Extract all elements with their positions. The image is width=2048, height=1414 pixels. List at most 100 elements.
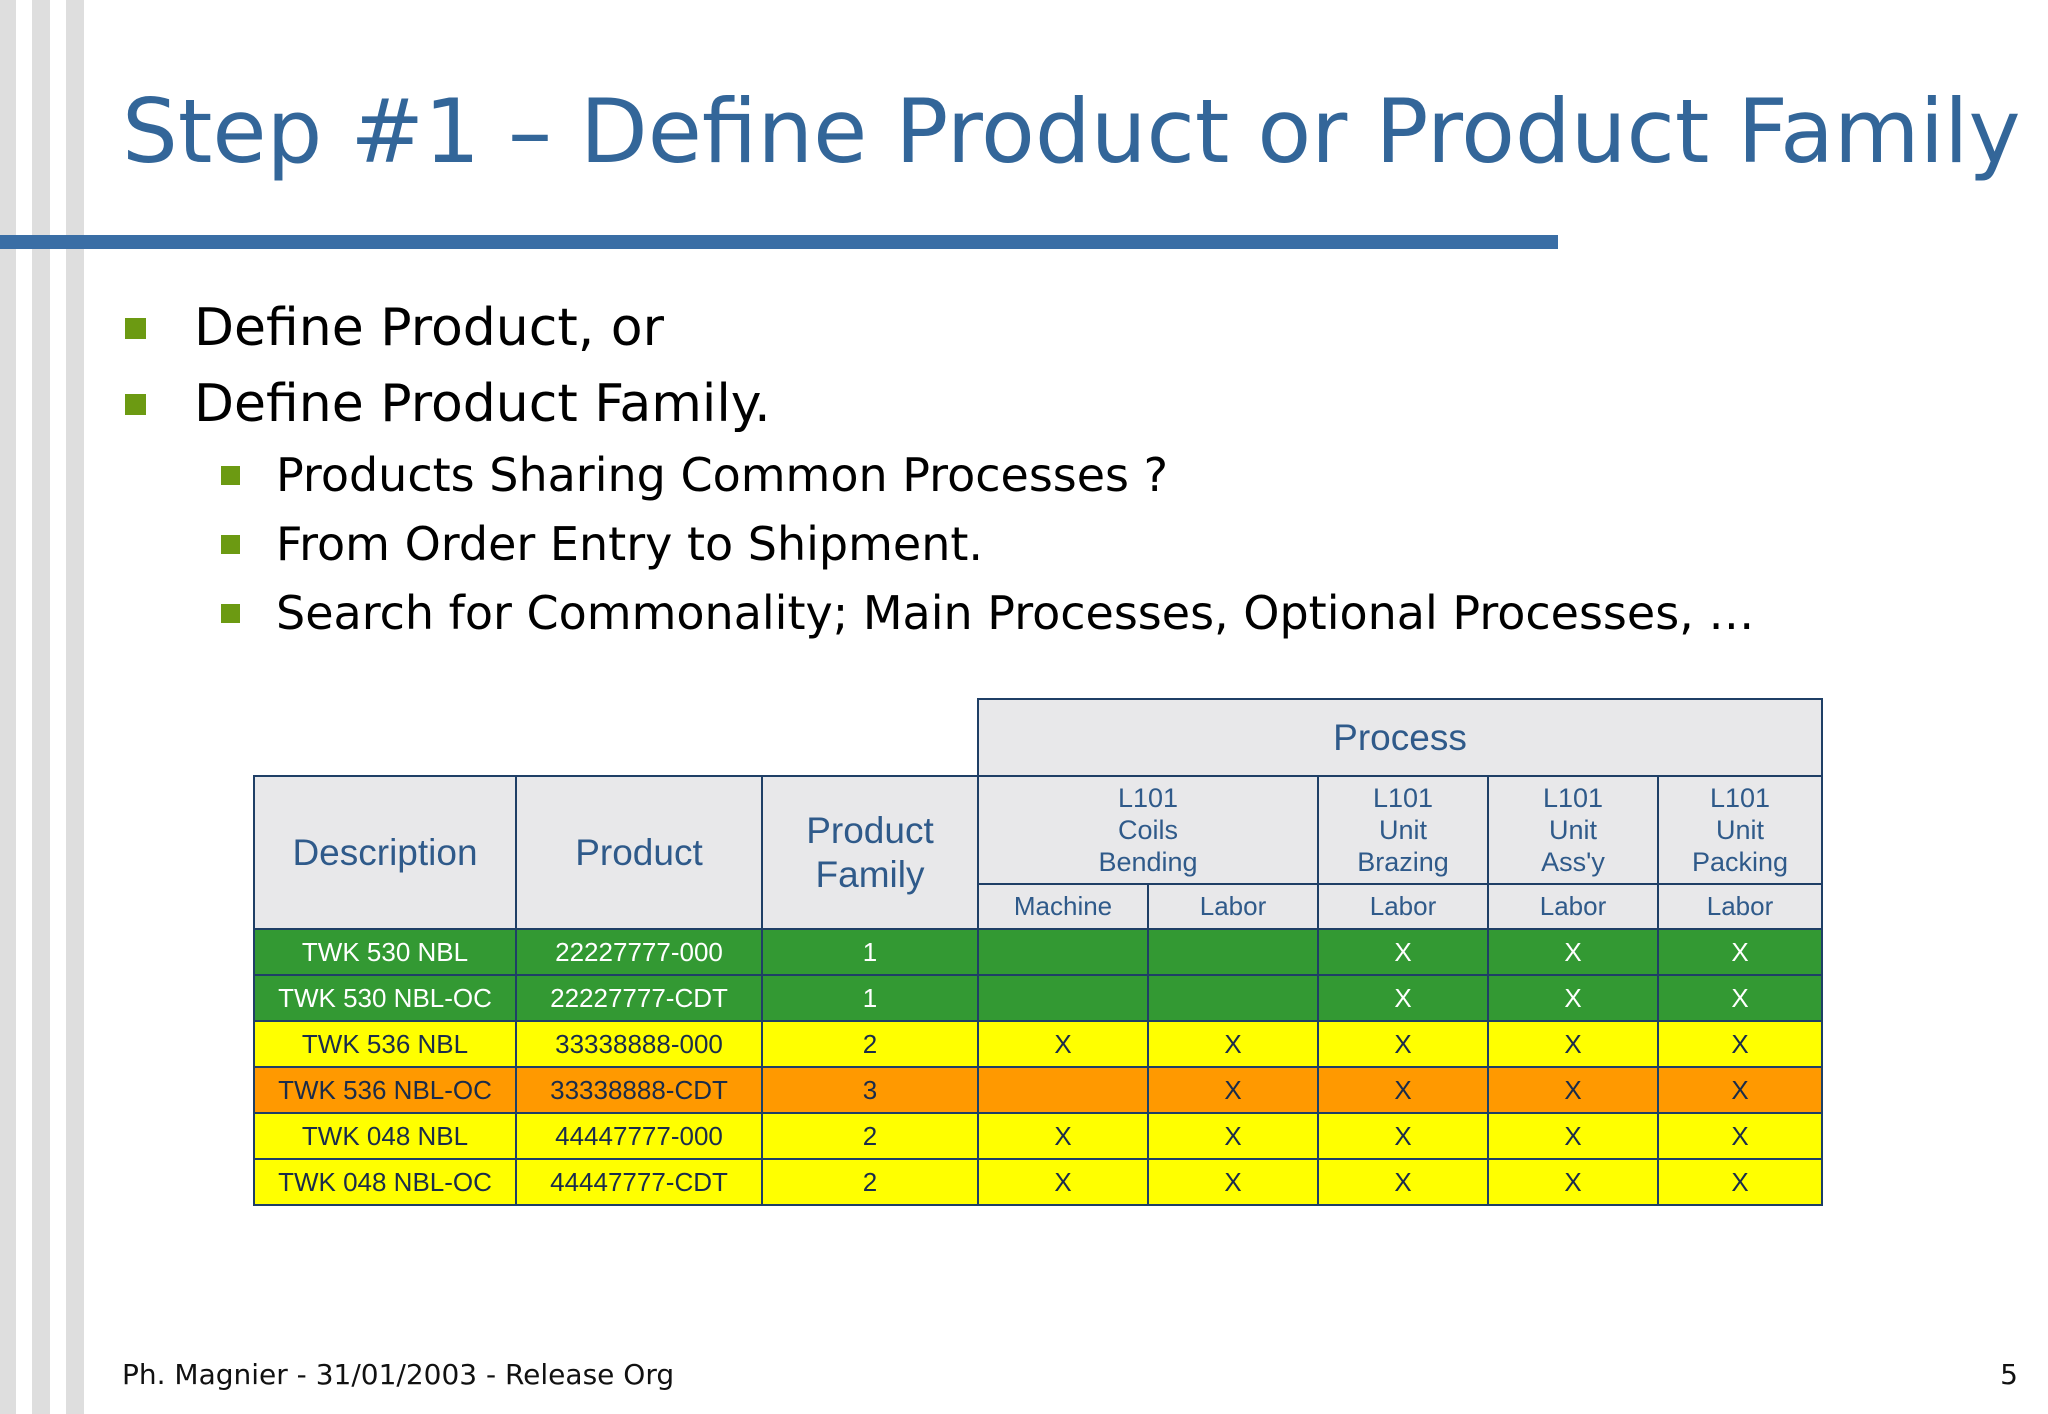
cell-family: 3 bbox=[761, 1066, 979, 1114]
header-spacer bbox=[254, 699, 978, 776]
process-group-unit-assy: L101 Unit Ass'y bbox=[1487, 775, 1659, 885]
product-process-matrix: Process Description Product Product Fami… bbox=[253, 698, 1823, 1206]
cell-mark: X bbox=[1317, 974, 1489, 1022]
cell-mark: X bbox=[1487, 1020, 1659, 1068]
cell-mark: X bbox=[1317, 928, 1489, 976]
cell-product: 22227777-000 bbox=[515, 928, 763, 976]
cell-mark: X bbox=[1317, 1158, 1489, 1206]
sub-bullet-item: Search for Commonality; Main Processes, … bbox=[221, 586, 1754, 640]
group-line: Unit bbox=[1378, 815, 1427, 845]
square-bullet-icon bbox=[221, 534, 240, 554]
square-bullet-icon bbox=[221, 603, 240, 623]
sub-bullet-text: From Order Entry to Shipment. bbox=[276, 517, 984, 571]
group-line: Ass'y bbox=[1541, 847, 1605, 877]
cell-product: 33338888-000 bbox=[515, 1020, 763, 1068]
cell-mark: X bbox=[1147, 1112, 1319, 1160]
cell-mark: X bbox=[1487, 928, 1659, 976]
cell-mark bbox=[1147, 974, 1319, 1022]
cell-family: 2 bbox=[761, 1020, 979, 1068]
col-header-product-family: Product Family bbox=[761, 775, 979, 930]
sub-bullet-text: Products Sharing Common Processes ? bbox=[276, 448, 1169, 502]
cell-mark: X bbox=[1147, 1158, 1319, 1206]
group-line: L101 bbox=[1542, 783, 1604, 813]
subheader-labor: Labor bbox=[1657, 883, 1823, 930]
group-line: Packing bbox=[1691, 847, 1789, 877]
process-group-coils-bending: L101 Coils Bending bbox=[977, 775, 1319, 885]
process-group-unit-brazing: L101 Unit Brazing bbox=[1317, 775, 1489, 885]
sub-bullet-item: From Order Entry to Shipment. bbox=[221, 517, 983, 571]
cell-mark: X bbox=[1487, 1066, 1659, 1114]
cell-mark: X bbox=[1487, 1112, 1659, 1160]
group-line: Bending bbox=[1098, 847, 1198, 877]
group-line: L101 bbox=[1372, 783, 1434, 813]
group-line: Brazing bbox=[1357, 847, 1449, 877]
cell-mark: X bbox=[1317, 1112, 1489, 1160]
cell-mark: X bbox=[1317, 1020, 1489, 1068]
col-header-product: Product bbox=[515, 775, 763, 930]
group-line: L101 bbox=[1709, 783, 1771, 813]
table-row: TWK 048 NBL 44447777-000 2 X X X X X bbox=[253, 1112, 1823, 1160]
cell-mark: X bbox=[1657, 1112, 1823, 1160]
cell-mark: X bbox=[977, 1158, 1149, 1206]
family-header-line: Family bbox=[815, 853, 925, 895]
cell-description: TWK 530 NBL-OC bbox=[253, 974, 517, 1022]
title-underline bbox=[0, 235, 1558, 249]
bullet-text: Define Product, or bbox=[194, 298, 664, 358]
cell-mark: X bbox=[1147, 1020, 1319, 1068]
cell-mark: X bbox=[1657, 1020, 1823, 1068]
square-bullet-icon bbox=[125, 393, 146, 415]
table-row: TWK 536 NBL-OC 33338888-CDT 3 X X X X bbox=[253, 1066, 1823, 1114]
table-row: TWK 530 NBL-OC 22227777-CDT 1 X X X bbox=[253, 974, 1823, 1022]
table-row: TWK 536 NBL 33338888-000 2 X X X X X bbox=[253, 1020, 1823, 1068]
family-header-line: Product bbox=[806, 809, 934, 851]
group-line: Coils bbox=[1117, 815, 1178, 845]
decor-stripe bbox=[32, 0, 50, 1414]
slide-title: Step #1 – Define Product or Product Fami… bbox=[122, 80, 2021, 183]
cell-product: 44447777-000 bbox=[515, 1112, 763, 1160]
cell-family: 1 bbox=[761, 928, 979, 976]
decor-stripe bbox=[0, 0, 16, 1414]
page-number: 5 bbox=[2000, 1358, 2018, 1391]
cell-mark: X bbox=[1147, 1066, 1319, 1114]
footer-credit: Ph. Magnier - 31/01/2003 - Release Org bbox=[122, 1358, 675, 1391]
sub-bullet-text: Search for Commonality; Main Processes, … bbox=[276, 586, 1755, 640]
cell-description: TWK 530 NBL bbox=[253, 928, 517, 976]
subheader-labor: Labor bbox=[1147, 883, 1319, 930]
cell-mark: X bbox=[1317, 1066, 1489, 1114]
decor-stripe bbox=[66, 0, 84, 1414]
cell-family: 2 bbox=[761, 1158, 979, 1206]
square-bullet-icon bbox=[221, 465, 240, 485]
group-line: Unit bbox=[1715, 815, 1764, 845]
cell-mark: X bbox=[1657, 1158, 1823, 1206]
group-line: L101 bbox=[1117, 783, 1179, 813]
col-header-description: Description bbox=[253, 775, 517, 930]
cell-mark: X bbox=[977, 1112, 1149, 1160]
bullet-text: Define Product Family. bbox=[194, 374, 771, 434]
bullet-item: Define Product Family. bbox=[125, 374, 771, 434]
sub-bullet-item: Products Sharing Common Processes ? bbox=[221, 448, 1168, 502]
cell-product: 33338888-CDT bbox=[515, 1066, 763, 1114]
table-row: TWK 530 NBL 22227777-000 1 X X X bbox=[253, 928, 1823, 976]
subheader-machine: Machine bbox=[977, 883, 1149, 930]
cell-description: TWK 536 NBL-OC bbox=[253, 1066, 517, 1114]
cell-product: 22227777-CDT bbox=[515, 974, 763, 1022]
cell-mark bbox=[1147, 928, 1319, 976]
process-header: Process bbox=[977, 698, 1823, 777]
subheader-labor: Labor bbox=[1317, 883, 1489, 930]
process-group-unit-packing: L101 Unit Packing bbox=[1657, 775, 1823, 885]
cell-description: TWK 536 NBL bbox=[253, 1020, 517, 1068]
cell-mark: X bbox=[1657, 928, 1823, 976]
cell-mark: X bbox=[1657, 974, 1823, 1022]
subheader-labor: Labor bbox=[1487, 883, 1659, 930]
cell-mark: X bbox=[1487, 974, 1659, 1022]
cell-mark: X bbox=[977, 1020, 1149, 1068]
cell-mark bbox=[977, 928, 1149, 976]
table-row: TWK 048 NBL-OC 44447777-CDT 2 X X X X X bbox=[253, 1158, 1823, 1206]
bullet-item: Define Product, or bbox=[125, 298, 664, 358]
cell-description: TWK 048 NBL bbox=[253, 1112, 517, 1160]
cell-mark: X bbox=[1657, 1066, 1823, 1114]
cell-mark bbox=[977, 1066, 1149, 1114]
group-line: Unit bbox=[1548, 815, 1597, 845]
square-bullet-icon bbox=[125, 317, 146, 339]
cell-mark bbox=[977, 974, 1149, 1022]
